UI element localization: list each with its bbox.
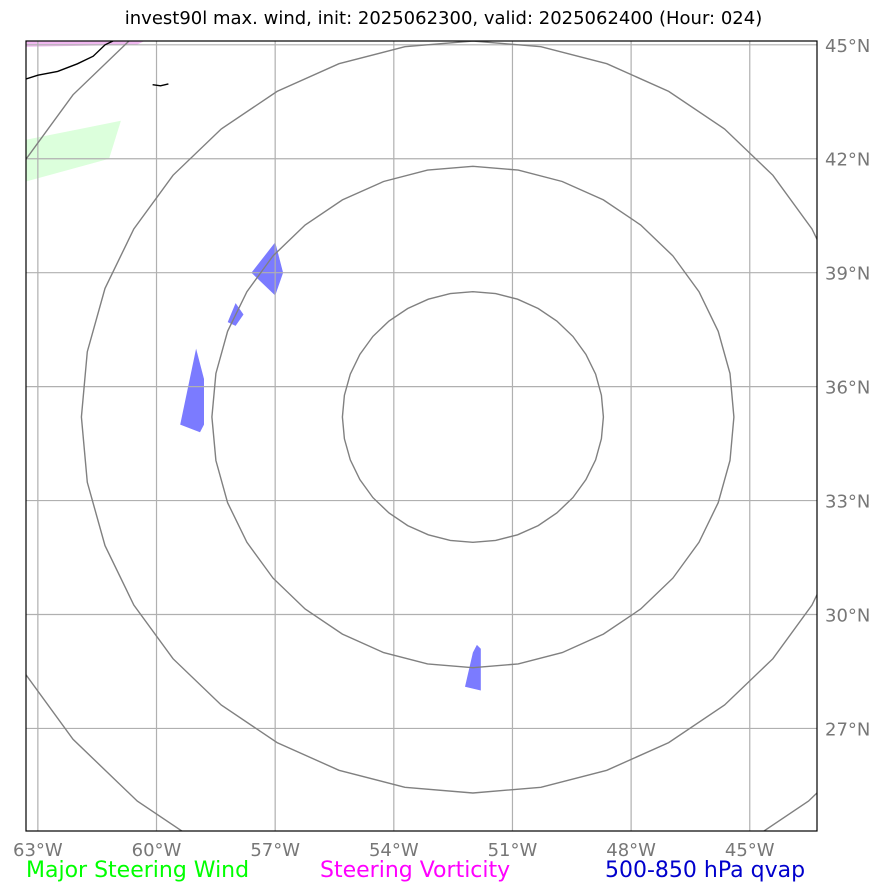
wind-contour-ring [341, 290, 605, 544]
legend-steering-vorticity: Steering Vorticity [320, 858, 511, 883]
lon-tick-label: 54°W [369, 840, 419, 861]
lat-tick-label: 39°N [825, 264, 870, 285]
coastlines [26, 41, 169, 87]
lat-tick-label: 36°N [825, 378, 870, 399]
qvap-area [180, 348, 204, 433]
lat-tick-label: 27°N [825, 719, 870, 740]
lon-tick-label: 48°W [606, 840, 656, 861]
legend-major-steering-wind: Major Steering Wind [26, 858, 250, 883]
lon-tick-label: 63°W [13, 840, 63, 861]
map-fills [26, 41, 481, 691]
lon-tick-label: 45°W [725, 840, 775, 861]
plot-frame [25, 40, 818, 832]
lat-tick-label: 30°N [825, 606, 870, 627]
wind-contour-ring [211, 165, 735, 669]
map-title: invest90l max. wind, init: 2025062300, v… [124, 8, 763, 29]
lat-tick-labels: 45°N 42°N 39°N 36°N 33°N 30°N 27°N [825, 36, 870, 741]
steering-wind-area [26, 120, 121, 182]
lat-tick-label: 42°N [825, 150, 870, 171]
lon-tick-label: 51°W [488, 840, 538, 861]
coastline [26, 41, 114, 80]
lon-tick-labels: 63°W 60°W 57°W 54°W 51°W 48°W 45°W [13, 840, 775, 861]
gridlines [26, 41, 817, 831]
coastline [152, 83, 169, 87]
lat-tick-label: 33°N [825, 492, 870, 513]
lon-tick-label: 57°W [250, 840, 300, 861]
lat-tick-label: 45°N [825, 36, 870, 57]
wind-contour-ring [80, 41, 817, 794]
lon-tick-label: 60°W [132, 840, 182, 861]
legend-qvap: 500-850 hPa qvap [605, 858, 806, 883]
